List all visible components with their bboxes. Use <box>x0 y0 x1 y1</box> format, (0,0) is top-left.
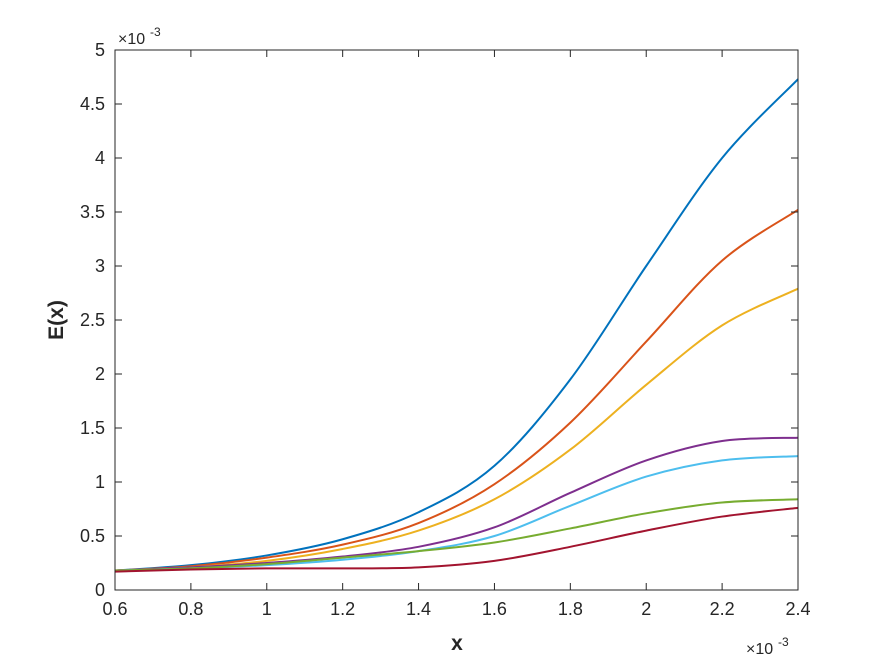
axes-layer <box>114 49 799 591</box>
y-tick-label: 5 <box>95 40 105 60</box>
series-line-4 <box>114 436 799 572</box>
x-exponent-label: ×10 -3 <box>746 635 789 658</box>
x-tick-label: 1.6 <box>482 599 507 619</box>
x-tick-label: 1.4 <box>406 599 431 619</box>
y-tick-label: 4 <box>95 148 105 168</box>
y-tick-label: 3 <box>95 256 105 276</box>
y-tick-label: 2 <box>95 364 105 384</box>
x-axis-label: x <box>451 632 463 655</box>
series-line-2 <box>114 209 799 572</box>
x-tick-label: 1.2 <box>330 599 355 619</box>
y-exponent-label: ×10 -3 <box>118 25 161 48</box>
y-tick-label: 2.5 <box>80 310 105 330</box>
y-tick-label: 0 <box>95 580 105 600</box>
y-tick-label: 1 <box>95 472 105 492</box>
y-tick-label: 1.5 <box>80 418 105 438</box>
y-tick-label: 3.5 <box>80 202 105 222</box>
series-line-7 <box>114 506 799 573</box>
y-tick-label: 0.5 <box>80 526 105 546</box>
y-exponent-base: ×10 <box>118 31 145 48</box>
tick-label-layer: 0.6 0.8 1 1.2 1.4 1.6 1.8 2 2.2 2.4 0 0.5 1 1.5 2 2.5 3 3… <box>80 40 811 619</box>
x-tick-label: 0.6 <box>102 599 127 619</box>
x-exponent-base: ×10 <box>746 641 773 658</box>
x-tick-label: 1 <box>262 599 272 619</box>
x-tick-label: 2.4 <box>785 599 810 619</box>
series-line-1 <box>114 78 799 572</box>
x-tick-label: 1.8 <box>558 599 583 619</box>
y-exponent-power: -3 <box>150 25 161 39</box>
x-tick-label: 2.2 <box>710 599 735 619</box>
plot-background <box>115 50 798 590</box>
x-tick-label: 0.8 <box>178 599 203 619</box>
series-layer <box>114 78 799 573</box>
y-axis-label: E(x) <box>45 300 68 340</box>
x-tick-label: 2 <box>641 599 651 619</box>
y-tick-label: 4.5 <box>80 94 105 114</box>
x-exponent-power: -3 <box>778 635 789 649</box>
series-line-6 <box>114 498 799 572</box>
